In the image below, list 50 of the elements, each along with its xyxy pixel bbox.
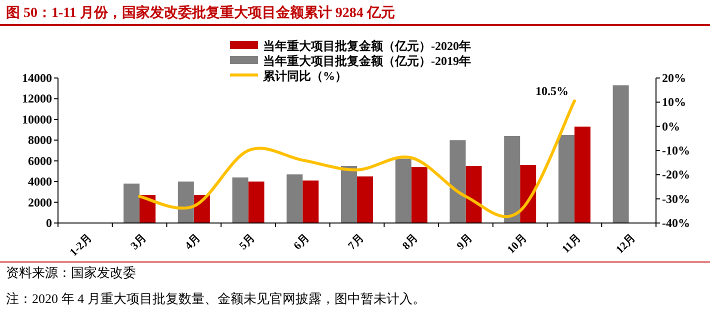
legend-label: 累计同比（%）: [262, 69, 347, 83]
bar: [520, 165, 536, 223]
y-tick-label: 0: [46, 216, 52, 230]
x-tick-label: 1-2月: [68, 232, 94, 259]
bar: [178, 182, 194, 223]
text: 注：2020 年 4 月重大项目批复数量、金额未见官网披露，图中暂未计入。: [6, 291, 426, 306]
y-tick-label: 12000: [22, 92, 52, 106]
chart-title: 图 50：1-11 月份，国家发改委批复重大项目金额累计 9284 亿元: [6, 4, 395, 21]
y-tick-label: 4000: [28, 174, 52, 189]
y2-tick-label: -40%: [662, 216, 690, 230]
bar: [248, 182, 264, 223]
x-tick-label: 12月: [614, 232, 638, 256]
y2-tick-label: 10%: [662, 95, 686, 110]
x-tick-label: 10月: [505, 232, 530, 256]
bar: [450, 140, 466, 223]
y2-tick-label: 20%: [662, 71, 686, 85]
y-tick-label: 14000: [22, 71, 52, 85]
bar: [124, 184, 140, 223]
x-tick-label: 7月: [346, 232, 366, 252]
text: 资料来源：国家发改委: [6, 265, 136, 280]
y-tick-label: 6000: [28, 154, 52, 168]
legend-label: 当年重大项目批复金额（亿元）-2020年: [263, 39, 471, 53]
bar: [504, 136, 520, 223]
bar: [466, 166, 482, 223]
bar: [232, 177, 248, 223]
y-tick-label: 8000: [28, 133, 52, 148]
x-tick-label: 3月: [128, 232, 149, 252]
bar: [286, 174, 303, 223]
y2-tick-label: -30%: [662, 192, 690, 206]
x-tick-label: 9月: [454, 232, 475, 252]
bar: [574, 126, 590, 223]
bar: [357, 176, 373, 223]
y-tick-label: 10000: [22, 112, 52, 126]
x-tick-label: 11月: [560, 232, 584, 256]
bar: [612, 85, 629, 223]
bar: [558, 134, 574, 223]
bar: [302, 180, 319, 223]
x-tick-label: 8月: [400, 232, 421, 252]
x-tick-label: 4月: [182, 232, 204, 252]
y-tick-label: 2000: [28, 195, 52, 210]
x-tick-label: 5月: [237, 232, 258, 252]
legend-label: 当年重大项目批复金额（亿元）-2019年: [263, 54, 471, 68]
annotation: 10.5%: [535, 84, 568, 98]
bar: [411, 167, 428, 223]
y2-tick-label: 0%: [662, 119, 680, 134]
bar: [341, 166, 357, 223]
y2-tick-label: -20%: [662, 168, 690, 182]
bar: [395, 158, 412, 223]
x-tick-label: 6月: [292, 232, 312, 252]
y2-tick-label: -10%: [662, 144, 690, 158]
